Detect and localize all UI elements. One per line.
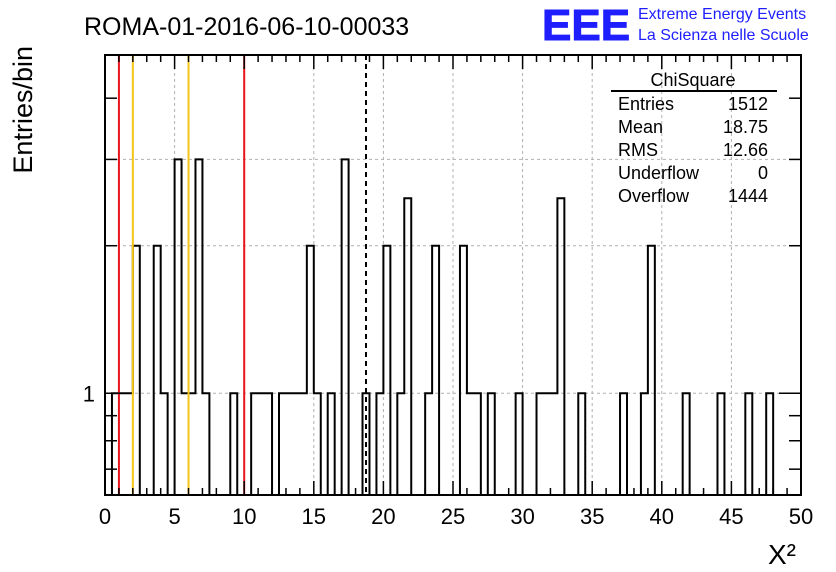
histogram-bin (258, 393, 265, 495)
histogram-bin (189, 393, 196, 495)
x-tick-label: 5 (168, 504, 180, 529)
logo-line-1: Extreme Energy Events (638, 6, 806, 23)
histogram-bin (376, 393, 383, 495)
stats-value: 1512 (728, 94, 768, 114)
logo-line-2: La Scienza nelle Scuole (638, 27, 809, 44)
stats-label: Entries (618, 94, 674, 114)
histogram-bin (745, 393, 752, 495)
x-tick-label: 35 (580, 504, 604, 529)
y-tick-label: 1 (83, 381, 95, 406)
histogram-bin (404, 198, 411, 495)
histogram-bin (383, 246, 390, 495)
histogram-bin (550, 393, 557, 495)
stats-title: ChiSquare (650, 70, 735, 90)
histogram-bin (488, 393, 495, 495)
stats-value: 0 (758, 163, 768, 183)
histogram-bin (279, 393, 286, 495)
x-tick-label: 40 (650, 504, 674, 529)
stats-label: Overflow (618, 186, 690, 206)
histogram-bin (543, 393, 550, 495)
run-title: ROMA-01-2016-06-10-00033 (84, 13, 409, 41)
histogram-bin (202, 393, 209, 495)
stats-label: RMS (618, 140, 658, 160)
histogram-bin (119, 393, 126, 495)
histogram-bin (293, 393, 300, 495)
stats-label: Mean (618, 117, 663, 137)
x-axis-label: X² (768, 539, 796, 570)
histogram-bin (265, 393, 272, 495)
histogram-bin (620, 393, 627, 495)
histogram-bin (161, 393, 168, 495)
histogram-bin (397, 393, 404, 495)
x-tick-label: 15 (302, 504, 326, 529)
x-tick-label: 45 (719, 504, 743, 529)
histogram-step-line (105, 158, 801, 496)
histogram-bin (460, 246, 467, 495)
histogram-bin (537, 393, 544, 495)
histogram-bin (328, 393, 335, 495)
histogram-bin (648, 246, 655, 495)
histogram-bin (307, 246, 314, 495)
histogram-bin (717, 393, 724, 495)
x-tick-label: 30 (510, 504, 534, 529)
histogram-bin (286, 393, 293, 495)
histogram-bin (432, 246, 439, 495)
histogram-bin (425, 393, 432, 495)
plot-area: 0 5 10 15 20 25 30 35 40 45 50 1 (83, 54, 813, 529)
x-tick-label: 50 (789, 504, 813, 529)
x-tick-label: 20 (371, 504, 395, 529)
x-tick-label: 0 (99, 504, 111, 529)
stats-label: Underflow (618, 163, 700, 183)
histogram-bin (683, 393, 690, 495)
stats-box: ChiSquare Entries 1512 Mean 18.75 RMS 12… (611, 70, 777, 206)
histogram-bin (474, 393, 481, 495)
histogram-bin (195, 159, 202, 495)
stats-value: 18.75 (723, 117, 768, 137)
histogram-bin (342, 159, 349, 495)
histogram-bin (230, 393, 237, 495)
histogram-bin (133, 246, 140, 495)
histogram-bin (516, 393, 523, 495)
histogram-bin (175, 159, 182, 495)
eee-logo: EEE (542, 1, 630, 50)
histogram-bin (126, 393, 133, 495)
histogram-bin (300, 393, 307, 495)
stats-value: 1444 (728, 186, 768, 206)
histogram-bin (766, 393, 773, 495)
histogram-bin (578, 393, 585, 495)
histogram-bin (251, 393, 258, 495)
histogram-bin (641, 393, 648, 495)
histogram-bin (314, 393, 321, 495)
histogram-bin (154, 246, 161, 495)
x-tick-label: 25 (441, 504, 465, 529)
y-axis-label: Entries/bin (8, 46, 38, 174)
histogram-bin (182, 393, 189, 495)
x-tick-label: 10 (232, 504, 256, 529)
histogram-bin (112, 393, 119, 495)
histogram-bin (467, 393, 474, 495)
histogram-bin (557, 198, 564, 495)
stats-value: 12.66 (723, 140, 768, 160)
